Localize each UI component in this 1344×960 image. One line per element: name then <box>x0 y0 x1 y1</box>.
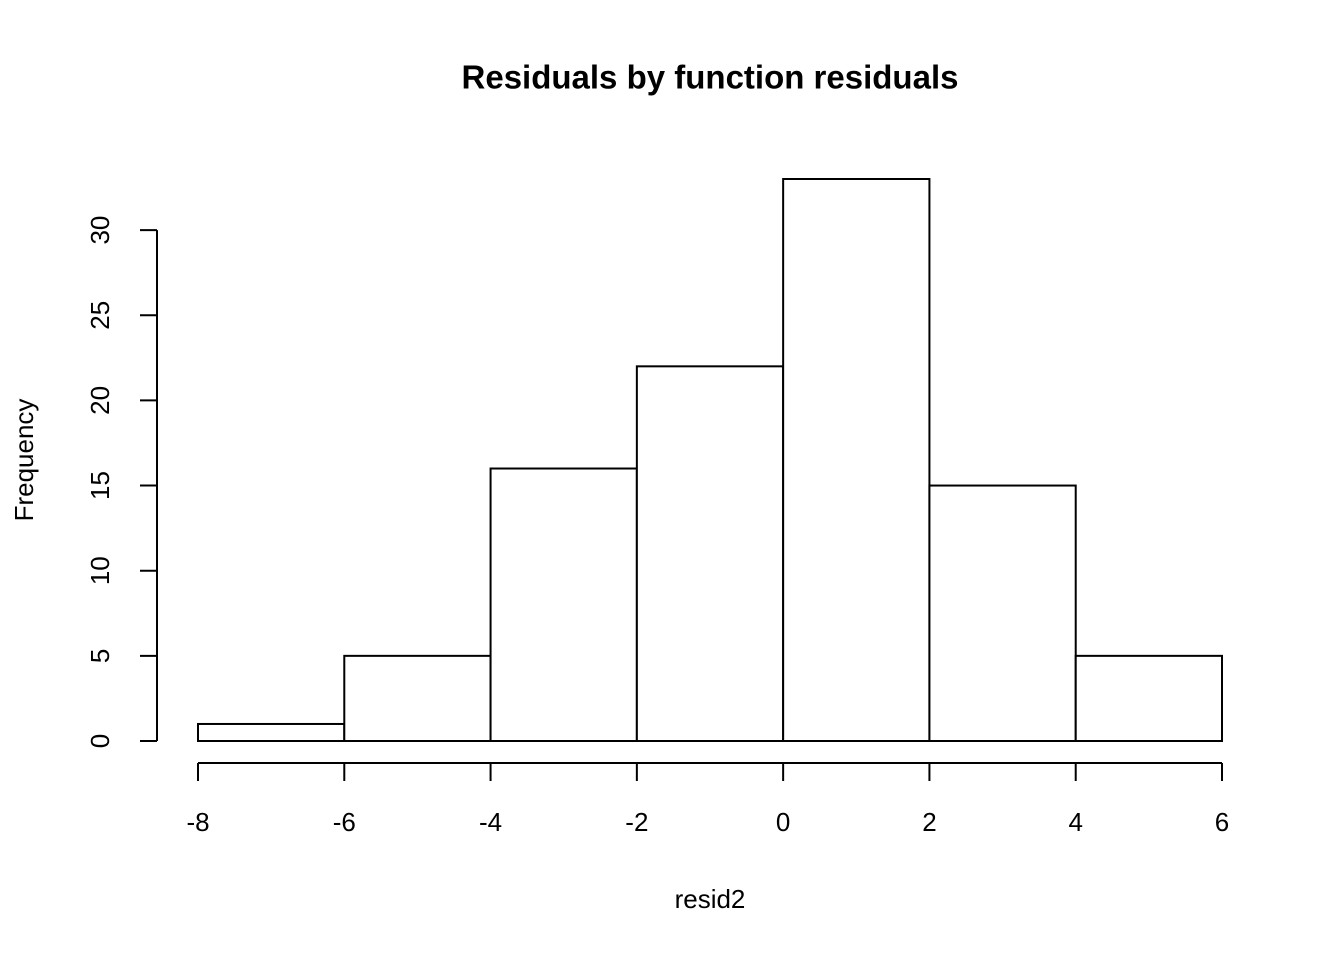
x-tick-label: 6 <box>1215 807 1229 837</box>
x-axis-label: resid2 <box>675 884 746 914</box>
bar <box>782 178 931 742</box>
bar <box>1074 654 1223 743</box>
bar <box>928 484 1077 742</box>
x-tick-label: 4 <box>1068 807 1082 837</box>
x-tick-label: -4 <box>479 807 502 837</box>
x-tick-label: -8 <box>186 807 209 837</box>
y-tick-label: 0 <box>85 734 115 748</box>
y-tick-label: 20 <box>85 386 115 415</box>
bar <box>343 654 492 743</box>
bar <box>489 467 638 742</box>
x-tick-label: 2 <box>922 807 936 837</box>
y-tick-label: 25 <box>85 301 115 330</box>
y-axis-label: Frequency <box>9 399 39 522</box>
x-tick-label: -2 <box>625 807 648 837</box>
x-tick-label: 0 <box>776 807 790 837</box>
y-tick-label: 15 <box>85 471 115 500</box>
bar <box>197 722 346 743</box>
y-tick-label: 5 <box>85 649 115 663</box>
x-tick-label: -6 <box>333 807 356 837</box>
chart-title: Residuals by function residuals <box>462 59 959 96</box>
bar <box>635 365 785 742</box>
y-tick-label: 10 <box>85 556 115 585</box>
y-tick-label: 30 <box>85 216 115 245</box>
